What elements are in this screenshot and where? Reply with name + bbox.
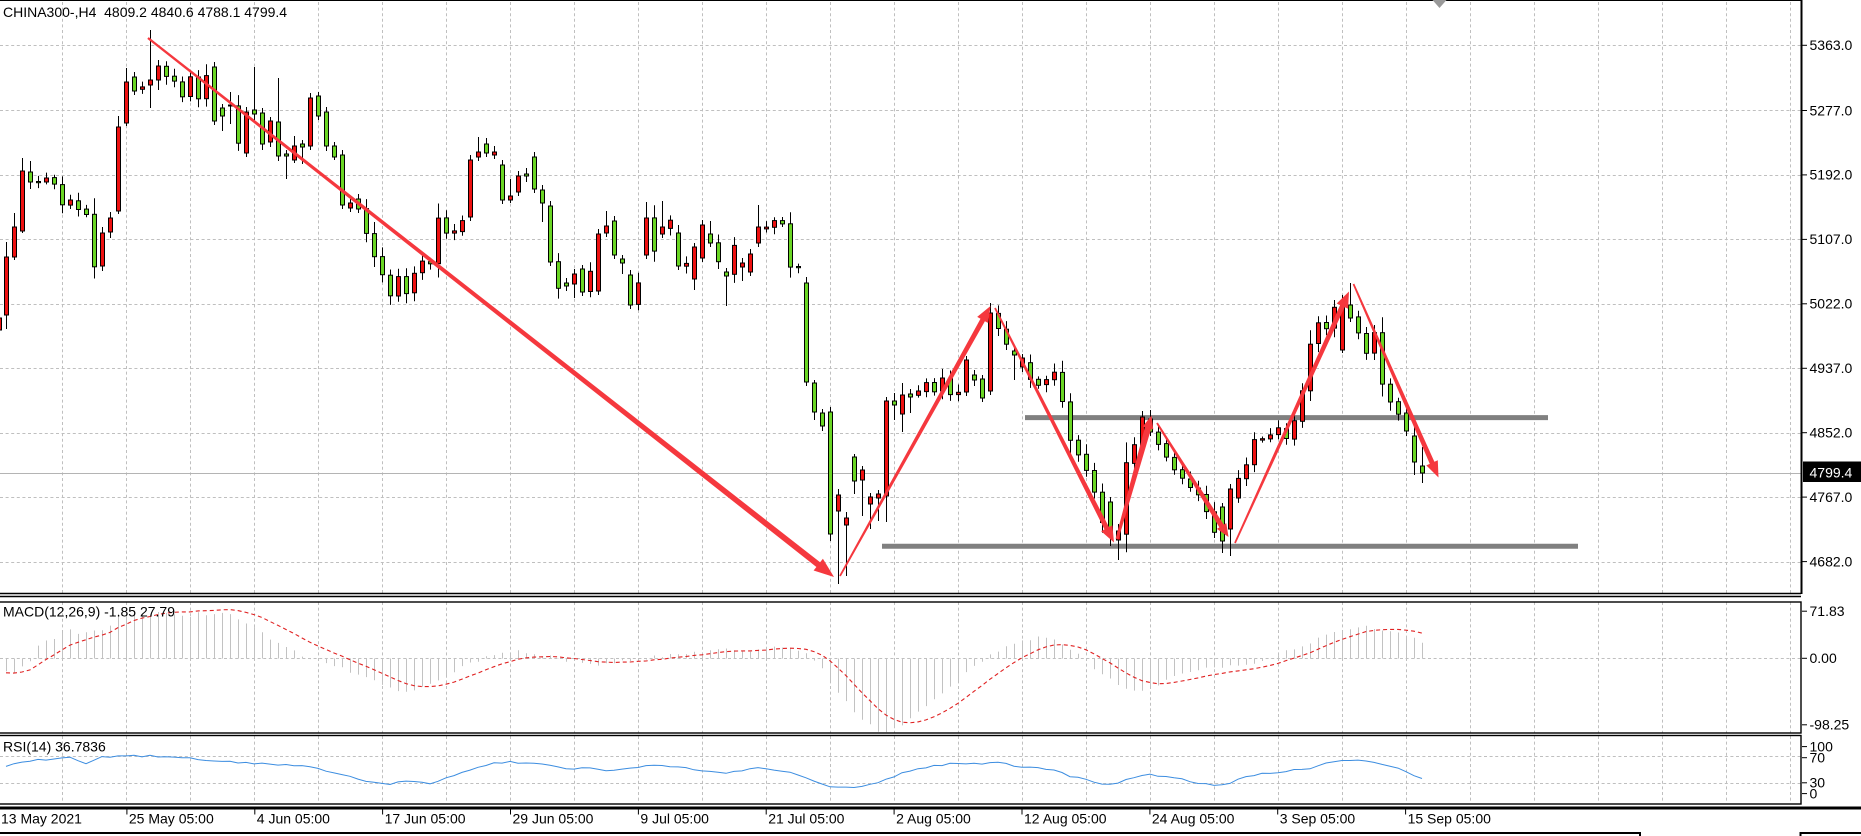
svg-text:5277.0: 5277.0 — [1810, 102, 1853, 118]
svg-text:CHINA300-,H4 4809.2 4840.6 47: CHINA300-,H4 4809.2 4840.6 4788.1 4799.4 — [3, 4, 287, 20]
svg-text:21 Jul 05:00: 21 Jul 05:00 — [768, 811, 844, 827]
svg-text:MACD(12,26,9) -1.85 27.79: MACD(12,26,9) -1.85 27.79 — [3, 604, 175, 620]
svg-text:15 Sep 05:00: 15 Sep 05:00 — [1408, 811, 1492, 827]
svg-text:17 Jun 05:00: 17 Jun 05:00 — [385, 811, 466, 827]
svg-text:4767.0: 4767.0 — [1810, 489, 1853, 505]
svg-text:71.83: 71.83 — [1810, 603, 1845, 619]
svg-text:4937.0: 4937.0 — [1810, 360, 1853, 376]
svg-text:5192.0: 5192.0 — [1810, 167, 1853, 183]
svg-text:-98.25: -98.25 — [1810, 717, 1850, 733]
svg-text:4852.0: 4852.0 — [1810, 425, 1853, 441]
svg-text:4799.4: 4799.4 — [1810, 464, 1853, 480]
svg-text:25 May 05:00: 25 May 05:00 — [129, 811, 214, 827]
svg-text:13 May 2021: 13 May 2021 — [1, 811, 82, 827]
svg-text:5363.0: 5363.0 — [1810, 37, 1853, 53]
svg-text:29 Jun 05:00: 29 Jun 05:00 — [513, 811, 594, 827]
svg-text:3 Sep 05:00: 3 Sep 05:00 — [1280, 811, 1356, 827]
svg-text:5022.0: 5022.0 — [1810, 296, 1853, 312]
svg-text:100: 100 — [1810, 738, 1834, 754]
svg-text:9 Jul 05:00: 9 Jul 05:00 — [640, 811, 709, 827]
svg-text:70: 70 — [1810, 750, 1826, 766]
svg-text:4682.0: 4682.0 — [1810, 553, 1853, 569]
svg-text:RSI(14) 36.7836: RSI(14) 36.7836 — [3, 739, 106, 755]
svg-text:4 Jun 05:00: 4 Jun 05:00 — [257, 811, 330, 827]
svg-text:2 Aug 05:00: 2 Aug 05:00 — [896, 811, 971, 827]
svg-text:5107.0: 5107.0 — [1810, 231, 1853, 247]
svg-text:0.00: 0.00 — [1810, 650, 1837, 666]
svg-text:24 Aug 05:00: 24 Aug 05:00 — [1152, 811, 1235, 827]
svg-text:30: 30 — [1810, 775, 1826, 791]
svg-text:0: 0 — [1810, 785, 1818, 801]
svg-text:12 Aug 05:00: 12 Aug 05:00 — [1024, 811, 1107, 827]
